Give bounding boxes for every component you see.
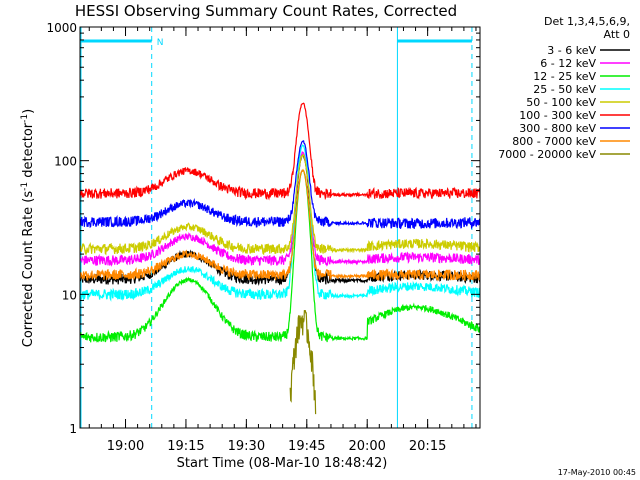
y-tick-label: 1000 (46, 21, 77, 35)
legend-label-6: 300 - 800 keV (519, 122, 596, 135)
y-tick-label: 1 (69, 422, 77, 436)
legend-label-1: 6 - 12 keV (540, 57, 596, 70)
x-tick-label: 19:45 (288, 439, 325, 454)
legend-header-line2: Att 0 (604, 28, 630, 41)
y-tick-label: 100 (54, 155, 77, 169)
series-line-1 (80, 150, 480, 267)
legend-label-7: 800 - 7000 keV (512, 135, 596, 148)
series-line-8 (289, 309, 317, 415)
x-tick-label: 19:15 (167, 439, 204, 454)
chart-title: HESSI Observing Summary Count Rates, Cor… (75, 2, 457, 20)
series-line-4 (80, 153, 480, 256)
series-line-2 (80, 169, 480, 344)
plot-frame (79, 26, 481, 429)
x-tick-label: 20:00 (348, 439, 385, 454)
legend-label-2: 12 - 25 keV (533, 70, 596, 83)
footer-timestamp: 17-May-2010 00:45 (558, 468, 636, 477)
series-group (80, 102, 480, 415)
series-line-6 (80, 140, 480, 230)
legend-header-line1: Det 1,3,4,5,6,9, (544, 15, 630, 28)
x-axis-label: Start Time (08-Mar-10 18:48:42) (177, 456, 388, 471)
legend-label-4: 50 - 100 keV (526, 96, 596, 109)
series-line-5 (80, 102, 480, 201)
axes: 1 10 100 1000 19:00 19:15 19:30 19:45 20:00 20:15 (46, 21, 480, 454)
series-line-7 (80, 168, 480, 282)
night-marker: N (157, 38, 164, 48)
x-tick-label: 20:15 (409, 439, 446, 454)
legend-label-8: 7000 - 20000 keV (498, 148, 596, 161)
y-axis-label: Corrected Count Rate (s-1 detector-1) (20, 109, 36, 347)
legend-label-3: 25 - 50 keV (533, 83, 596, 96)
legend-label-5: 100 - 300 keV (519, 109, 596, 122)
x-tick-label: 19:30 (228, 439, 265, 454)
plot-area: N 1 10 100 1000 19:00 19:15 19:30 19:45 20:00 20:… (46, 21, 481, 454)
x-tick-label: 19:00 (107, 439, 144, 454)
y-tick-label: 10 (62, 288, 77, 302)
legend-label-0: 3 - 6 keV (547, 44, 596, 57)
series-line-3 (80, 144, 480, 302)
